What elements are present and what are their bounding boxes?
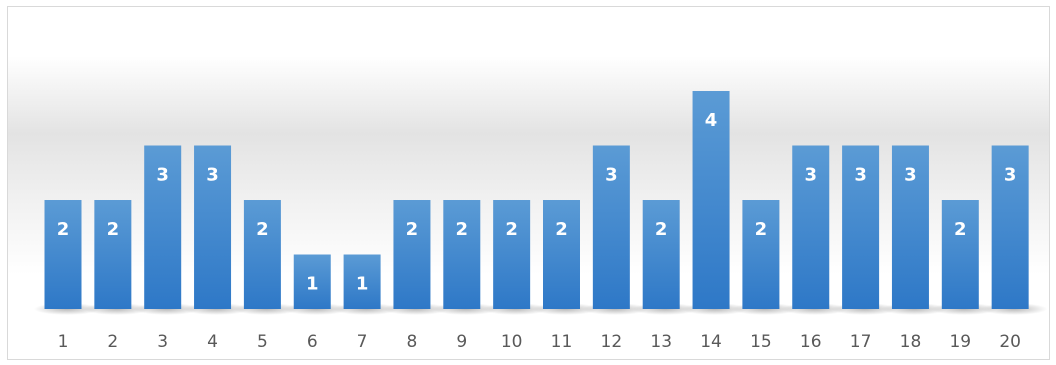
bar-1 xyxy=(44,200,82,309)
data-label-16: 3 xyxy=(804,165,817,186)
bar-14 xyxy=(692,91,730,309)
bar-19 xyxy=(941,200,979,309)
bar-5 xyxy=(243,200,281,309)
data-label-12: 3 xyxy=(605,165,618,186)
bar-13 xyxy=(642,200,680,309)
data-label-11: 2 xyxy=(555,219,568,240)
x-tick-label-5: 5 xyxy=(257,332,268,352)
x-tick-label-11: 11 xyxy=(551,332,573,352)
data-label-19: 2 xyxy=(954,219,967,240)
data-label-10: 2 xyxy=(505,219,518,240)
bar-18 xyxy=(891,145,929,309)
bar-7 xyxy=(343,254,381,309)
x-tick-label-18: 18 xyxy=(900,332,922,352)
data-label-4: 3 xyxy=(206,165,219,186)
bars xyxy=(44,91,1029,309)
x-tick-label-14: 14 xyxy=(700,332,722,352)
bar-20 xyxy=(991,145,1029,309)
data-label-15: 2 xyxy=(755,219,768,240)
data-label-6: 1 xyxy=(306,274,319,295)
data-labels: 2 2 3 3 2 1 1 2 2 2 2 3 2 4 2 3 3 3 2 3 xyxy=(57,110,1017,295)
bar-16 xyxy=(792,145,830,309)
data-label-3: 3 xyxy=(156,165,169,186)
data-label-14: 4 xyxy=(705,110,718,131)
bar-9 xyxy=(443,200,481,309)
data-label-2: 2 xyxy=(107,219,120,240)
data-label-13: 2 xyxy=(655,219,668,240)
data-label-9: 2 xyxy=(456,219,469,240)
data-label-17: 3 xyxy=(854,165,867,186)
x-tick-label-12: 12 xyxy=(601,332,623,352)
bar-2 xyxy=(94,200,132,309)
bar-11 xyxy=(543,200,580,309)
bar-15 xyxy=(742,200,780,309)
bar-3 xyxy=(144,145,182,309)
x-tick-label-19: 19 xyxy=(949,332,971,352)
x-tick-label-4: 4 xyxy=(207,332,218,352)
x-tick-label-16: 16 xyxy=(800,332,822,352)
x-tick-label-7: 7 xyxy=(357,332,368,352)
x-tick-label-20: 20 xyxy=(999,332,1021,352)
data-label-7: 1 xyxy=(356,274,369,295)
data-label-20: 3 xyxy=(1004,165,1017,186)
bar-8 xyxy=(393,200,431,309)
x-tick-label-15: 15 xyxy=(750,332,772,352)
x-tick-label-6: 6 xyxy=(307,332,318,352)
bar-17 xyxy=(842,145,880,309)
x-tick-label-17: 17 xyxy=(850,332,872,352)
bar-4 xyxy=(194,145,232,309)
x-axis-tick-labels: 1 2 3 4 5 6 7 8 9 10 11 12 13 14 15 16 17 18 19 20 xyxy=(58,332,1021,352)
bar-12 xyxy=(592,145,630,309)
data-label-18: 3 xyxy=(904,165,917,186)
x-tick-label-2: 2 xyxy=(107,332,118,352)
x-tick-label-13: 13 xyxy=(650,332,672,352)
x-tick-label-9: 9 xyxy=(456,332,467,352)
data-label-1: 2 xyxy=(57,219,70,240)
x-tick-label-8: 8 xyxy=(407,332,418,352)
bar-6 xyxy=(293,254,331,309)
bar-10 xyxy=(493,200,531,309)
x-tick-label-1: 1 xyxy=(58,332,69,352)
data-label-5: 2 xyxy=(256,219,269,240)
data-label-8: 2 xyxy=(406,219,419,240)
x-tick-label-3: 3 xyxy=(157,332,168,352)
x-tick-label-10: 10 xyxy=(501,332,523,352)
